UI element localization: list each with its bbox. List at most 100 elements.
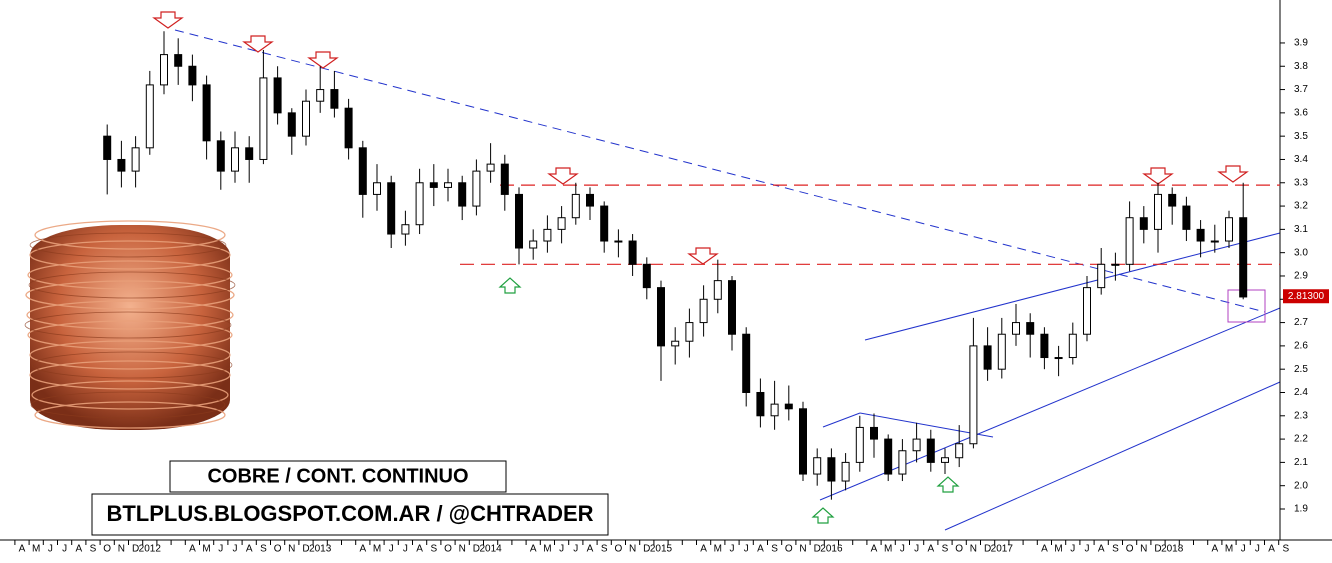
y-tick-label: 3.6 [1294, 108, 1308, 119]
candle-body [387, 182, 396, 235]
x-tick-label: J [1241, 544, 1246, 555]
x-tick-label: A [700, 544, 707, 555]
x-tick-label: A [587, 544, 594, 555]
candle-body [202, 84, 211, 142]
support-arrow [936, 476, 960, 493]
last-price-tag [1283, 289, 1329, 304]
candle-body [870, 426, 878, 440]
candle-body [1125, 217, 1134, 265]
candle-body [685, 322, 694, 342]
y-tick-label: 3.8 [1294, 61, 1308, 72]
candle-body [1012, 322, 1020, 335]
x-tick-label: N [459, 544, 466, 555]
candle-body [756, 391, 765, 417]
y-tick-label: 3.3 [1294, 177, 1308, 188]
candle-body [628, 240, 637, 265]
candle-body [287, 112, 296, 137]
candle-body [1168, 193, 1177, 207]
x-tick-label: N [1140, 544, 1147, 555]
candle-body [1182, 205, 1191, 230]
x-tick-label: N [970, 544, 977, 555]
candle-body [855, 426, 864, 463]
candle-body [358, 147, 367, 195]
x-tick-label: 2017 [991, 544, 1014, 555]
x-tick-label: A [75, 544, 82, 555]
candle-body [117, 158, 126, 172]
candle-body [543, 228, 552, 242]
candle-body [500, 163, 509, 195]
y-tick-label: 2.9 [1294, 271, 1308, 282]
candle-body [486, 163, 495, 172]
candle-body [926, 438, 935, 463]
candle-body [955, 443, 964, 459]
subtitle-box [91, 493, 609, 536]
x-tick-label: O [274, 544, 282, 555]
support-arrow [811, 507, 835, 524]
channel-line [864, 232, 1281, 341]
x-tick-label: J [730, 544, 735, 555]
x-tick-label: S [1112, 544, 1119, 555]
candle-body [401, 224, 410, 235]
x-tick-label: S [1282, 544, 1289, 555]
x-tick-label: O [615, 544, 623, 555]
candle-body [997, 333, 1006, 370]
candle-body [799, 408, 807, 475]
candle-body [103, 135, 112, 160]
x-tick-label: M [543, 544, 551, 555]
x-tick-label: A [416, 544, 423, 555]
x-tick-label: O [955, 544, 963, 555]
x-tick-label: S [601, 544, 608, 555]
candle-body [131, 147, 140, 172]
downtrend-line [174, 29, 1266, 313]
x-tick-label: 2016 [820, 544, 843, 555]
x-tick-label: D [643, 544, 650, 555]
candle-body [912, 438, 921, 452]
candle-body [884, 438, 893, 475]
candle-body [1196, 228, 1205, 242]
candle-body [642, 263, 651, 289]
x-tick-label: A [871, 544, 878, 555]
candle-body [231, 147, 239, 172]
x-tick-label: A [189, 544, 196, 555]
x-tick-label: M [373, 544, 381, 555]
candle-body [145, 84, 154, 149]
candle-body [273, 77, 282, 114]
y-tick-label: 2.4 [1294, 387, 1308, 398]
arrows [152, 11, 1249, 524]
y-tick-label: 3.9 [1294, 38, 1308, 49]
candle-body [941, 457, 949, 463]
x-tick-label: S [771, 544, 778, 555]
x-tick-label: M [32, 544, 40, 555]
y-tick-label: 3.0 [1294, 247, 1308, 258]
x-tick-label: 2015 [650, 544, 673, 555]
candle-body [1225, 217, 1233, 242]
candle-body [174, 54, 183, 67]
x-tick-label: 2014 [479, 544, 502, 555]
candle-body [1097, 263, 1106, 289]
x-tick-label: A [359, 544, 366, 555]
wedge-line [822, 412, 861, 428]
y-tick-label: 3.1 [1294, 224, 1308, 235]
x-tick-label: A [757, 544, 764, 555]
candle-body [827, 457, 836, 482]
x-tick-label: D [814, 544, 821, 555]
candle-body [188, 65, 197, 86]
candle-body [699, 298, 708, 324]
candle-body [515, 193, 523, 249]
x-tick-label: A [1268, 544, 1275, 555]
x-tick-label: N [629, 544, 636, 555]
resistance-arrow [1142, 167, 1174, 185]
candle-body [415, 182, 424, 226]
x-tick-label: S [90, 544, 97, 555]
x-tick-label: J [900, 544, 905, 555]
x-tick-label: J [1070, 544, 1075, 555]
candle-body [671, 340, 680, 347]
candle-body [1054, 357, 1063, 360]
resistance-arrow [687, 247, 719, 265]
x-tick-label: D [302, 544, 309, 555]
x-tick-label: N [799, 544, 806, 555]
candle-body [1154, 193, 1162, 230]
candle-body [983, 345, 992, 370]
x-tick-label: A [1211, 544, 1218, 555]
